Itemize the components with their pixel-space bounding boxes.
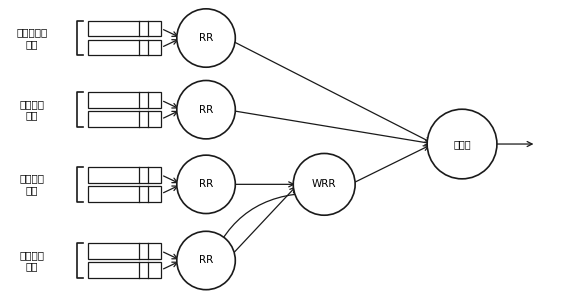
- Text: WRR: WRR: [312, 179, 337, 189]
- Text: 高优先级
队列: 高优先级 队列: [19, 99, 44, 121]
- Bar: [88, 40, 161, 55]
- Ellipse shape: [427, 109, 497, 179]
- Text: RR: RR: [199, 33, 213, 43]
- Bar: [88, 243, 161, 259]
- Text: RR: RR: [199, 105, 213, 115]
- Ellipse shape: [177, 9, 235, 67]
- Bar: [88, 186, 161, 202]
- Bar: [88, 92, 161, 108]
- Text: 中优先级
队列: 中优先级 队列: [19, 173, 44, 195]
- Bar: [88, 262, 161, 278]
- Text: RR: RR: [199, 179, 213, 189]
- Bar: [88, 112, 161, 127]
- Text: 调度器: 调度器: [453, 139, 471, 149]
- Bar: [88, 21, 161, 36]
- Ellipse shape: [293, 154, 355, 215]
- Ellipse shape: [177, 155, 235, 214]
- Ellipse shape: [177, 231, 235, 290]
- Bar: [88, 167, 161, 182]
- Text: 低优先级
队列: 低优先级 队列: [19, 250, 44, 271]
- Text: 紧急优先级
队列: 紧急优先级 队列: [16, 27, 47, 49]
- Ellipse shape: [177, 80, 235, 139]
- Text: RR: RR: [199, 256, 213, 266]
